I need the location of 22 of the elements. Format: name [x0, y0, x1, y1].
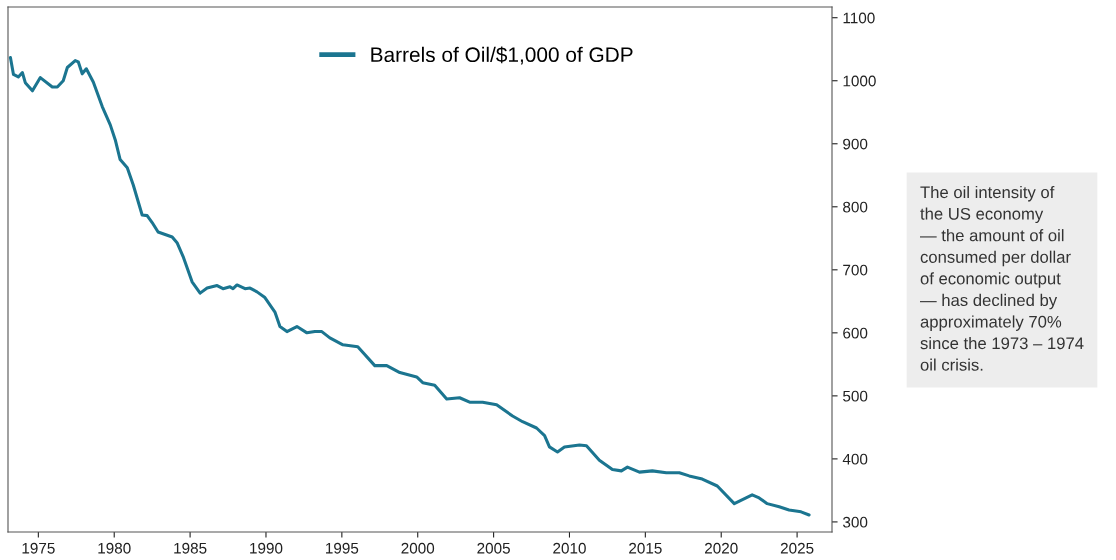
x-tick-label: 1980 [98, 542, 131, 554]
x-tick-label: 1985 [174, 542, 207, 554]
x-tick-label: 2010 [553, 542, 586, 554]
y-tick-label: 900 [843, 138, 868, 150]
x-tick-label: 2015 [629, 542, 662, 554]
legend-label: Barrels of Oil/$1,000 of GDP [371, 46, 633, 65]
y-tick-label: 1100 [843, 12, 875, 24]
y-tick-label: 600 [843, 327, 868, 339]
y-tick-label: 500 [843, 390, 868, 402]
x-tick-label: 2005 [477, 542, 510, 554]
y-tick-label: 800 [843, 201, 868, 213]
y-tick-label: 700 [843, 264, 868, 276]
x-tick-label: 2020 [705, 542, 738, 554]
y-tick-label: 300 [843, 516, 868, 528]
y-tick-label: 1000 [843, 75, 876, 87]
x-tick-label: 2025 [780, 542, 814, 554]
x-tick-label: 1990 [250, 542, 283, 554]
x-tick-label: 1975 [22, 542, 55, 554]
text: The oil intensity of the US economy — the amount of oil consumed per dollar of economic output — has declined by approximately 70% since the 1973 – 1974 oil crisis. [920, 185, 1084, 371]
x-tick-label: 2000 [401, 542, 435, 554]
y-tick-label: 400 [842, 453, 868, 465]
x-tick-label: 1995 [326, 542, 359, 554]
